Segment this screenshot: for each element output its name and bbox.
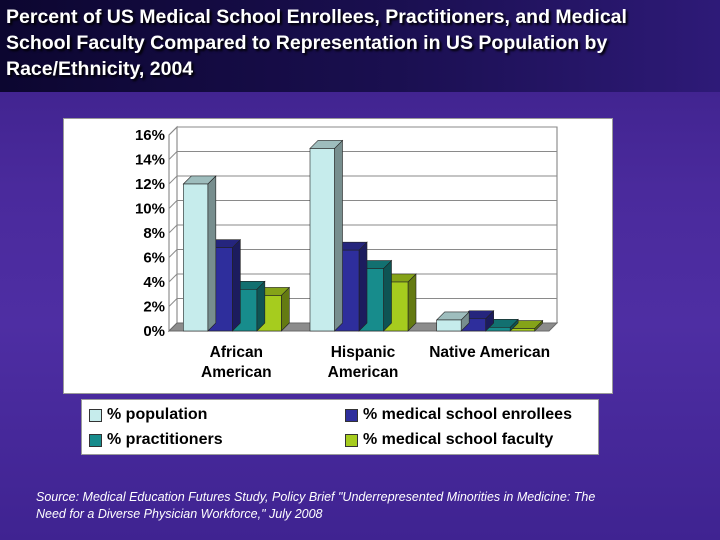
gridline-side — [168, 224, 178, 234]
title-band — [0, 0, 720, 92]
bar-chart: 0% 2% 4% 6% 8% 10% 12% 14% 16% African American His… — [135, 125, 559, 381]
bar-side — [407, 273, 417, 332]
x-category-label: African — [210, 344, 263, 361]
x-category-label: American — [201, 364, 272, 381]
bar-side — [358, 241, 368, 332]
legend-swatch — [89, 433, 102, 447]
bar — [309, 148, 335, 332]
bar-side — [256, 280, 266, 332]
gridline-side — [168, 175, 178, 185]
slide-title: Percent of US Medical School Enrollees, … — [6, 6, 627, 80]
chart-panel: 0% 2% 4% 6% 8% 10% 12% 14% 16% African American His… — [63, 118, 613, 394]
bar-side — [334, 139, 343, 332]
bar — [436, 319, 462, 332]
y-tick-label: 8% — [143, 225, 165, 242]
x-category-label: Hispanic — [331, 344, 396, 361]
source-note: Source: Medical Education Futures Study,… — [36, 490, 596, 521]
gridline-side — [168, 298, 178, 307]
legend-label: % population — [107, 406, 208, 423]
y-tick-label: 4% — [143, 274, 165, 291]
x-category-label: American — [328, 364, 399, 381]
x-category-label: Native American — [429, 344, 550, 361]
legend-label: % practitioners — [107, 431, 223, 448]
gridline-side — [168, 200, 178, 209]
y-tick-label: 12% — [135, 176, 165, 193]
bar-side — [383, 259, 392, 332]
chart-legend: % population % medical school enrollees % … — [81, 399, 599, 455]
gridline-side — [168, 273, 178, 283]
gridline-side — [168, 126, 178, 136]
y-tick-label: 10% — [135, 201, 165, 218]
y-tick-label: 16% — [135, 127, 165, 144]
bar — [509, 328, 535, 332]
legend-item: % population — [89, 403, 207, 427]
gridline-side — [168, 151, 178, 160]
legend-item: % medical school enrollees — [345, 403, 572, 427]
bar-side — [207, 175, 217, 332]
legend-swatch — [89, 408, 102, 422]
legend-label: % medical school enrollees — [363, 406, 572, 423]
legend-label: % medical school faculty — [363, 431, 554, 448]
y-tick-label: 14% — [135, 152, 165, 169]
y-tick-label: 0% — [143, 323, 165, 340]
bar — [485, 327, 511, 332]
y-tick-label: 6% — [143, 250, 165, 267]
legend-item: % medical school faculty — [345, 428, 553, 452]
legend-item: % practitioners — [89, 428, 223, 452]
gridline-side — [168, 249, 178, 258]
y-tick-label: 2% — [143, 299, 165, 316]
legend-swatch — [345, 408, 358, 422]
bar — [183, 183, 209, 332]
legend-swatch — [345, 433, 358, 447]
bar-side — [232, 238, 241, 332]
